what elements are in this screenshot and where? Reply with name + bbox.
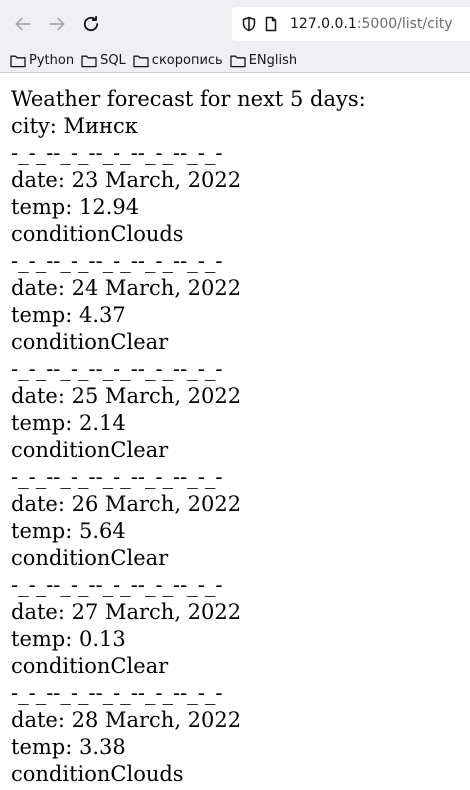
separator: -_-_--_-_--_-_--_-_--_-_-: [11, 681, 223, 705]
forecast-item: -_-_--_-_--_-_--_-_--_-_- date: 24 March…: [11, 248, 470, 356]
page-content: Weather forecast for next 5 days: city: …: [0, 73, 470, 788]
bookmark-label: SQL: [100, 53, 126, 68]
page-title: Weather forecast for next 5 days:: [11, 87, 366, 111]
bookmark-skoropis[interactable]: скоропись: [133, 53, 223, 68]
forecast-date: date: 23 March, 2022: [11, 168, 242, 192]
forecast-temp: temp: 3.38: [11, 735, 126, 759]
forecast-condition: conditionClear: [11, 330, 169, 354]
forecast-item: -_-_--_-_--_-_--_-_--_-_- date: 28 March…: [11, 680, 470, 788]
arrow-left-icon: [15, 17, 31, 31]
address-bar[interactable]: 127.0.0.1:5000/list/city: [232, 7, 470, 41]
forecast-temp: temp: 0.13: [11, 627, 126, 651]
forward-button[interactable]: [40, 7, 74, 41]
reload-icon: [83, 15, 99, 32]
forecast-date: date: 28 March, 2022: [11, 708, 242, 732]
folder-icon: [230, 55, 246, 67]
forecast-item: -_-_--_-_--_-_--_-_--_-_- date: 26 March…: [11, 464, 470, 572]
bookmark-label: ENglish: [248, 53, 298, 68]
page-icon[interactable]: [260, 13, 282, 35]
forecast-item: -_-_--_-_--_-_--_-_--_-_- date: 23 March…: [11, 140, 470, 248]
separator: -_-_--_-_--_-_--_-_--_-_-: [11, 249, 223, 273]
forecast-condition: conditionClear: [11, 546, 169, 570]
separator: -_-_--_-_--_-_--_-_--_-_-: [11, 465, 223, 489]
back-button[interactable]: [6, 7, 40, 41]
arrow-right-icon: [49, 17, 65, 31]
forecast-condition: conditionClouds: [11, 762, 184, 786]
reload-button[interactable]: [74, 7, 108, 41]
navigation-bar: 127.0.0.1:5000/list/city: [0, 0, 470, 48]
city-line: city: Минск: [11, 114, 138, 138]
separator: -_-_--_-_--_-_--_-_--_-_-: [11, 573, 223, 597]
browser-chrome: 127.0.0.1:5000/list/city Python SQL скор…: [0, 0, 470, 73]
folder-icon: [81, 55, 97, 67]
separator: -_-_--_-_--_-_--_-_--_-_-: [11, 141, 223, 165]
url-path: :5000/list/city: [356, 16, 453, 32]
forecast-item: -_-_--_-_--_-_--_-_--_-_- date: 25 March…: [11, 356, 470, 464]
forecast-temp: temp: 5.64: [11, 519, 126, 543]
bookmark-label: скоропись: [151, 53, 223, 68]
shield-icon[interactable]: [238, 13, 260, 35]
bookmarks-toolbar: Python SQL скоропись ENglish: [0, 48, 470, 73]
bookmark-english[interactable]: ENglish: [230, 53, 297, 68]
folder-icon: [133, 55, 149, 67]
bookmark-label: Python: [29, 53, 75, 68]
folder-icon: [10, 55, 26, 67]
forecast-condition: conditionClouds: [11, 222, 184, 246]
separator: -_-_--_-_--_-_--_-_--_-_-: [11, 357, 223, 381]
forecast-temp: temp: 2.14: [11, 411, 126, 435]
forecast-date: date: 24 March, 2022: [11, 276, 242, 300]
url-text[interactable]: 127.0.0.1:5000/list/city: [290, 16, 453, 32]
forecast-temp: temp: 12.94: [11, 195, 140, 219]
url-host: 127.0.0.1: [290, 16, 357, 32]
forecast-date: date: 25 March, 2022: [11, 384, 242, 408]
forecast-date: date: 26 March, 2022: [11, 492, 242, 516]
forecast-date: date: 27 March, 2022: [11, 600, 242, 624]
forecast-item: -_-_--_-_--_-_--_-_--_-_- date: 27 March…: [11, 572, 470, 680]
bookmark-sql[interactable]: SQL: [81, 53, 126, 68]
forecast-condition: conditionClear: [11, 438, 169, 462]
forecast-condition: conditionClear: [11, 654, 169, 678]
bookmark-python[interactable]: Python: [10, 53, 74, 68]
forecast-temp: temp: 4.37: [11, 303, 126, 327]
